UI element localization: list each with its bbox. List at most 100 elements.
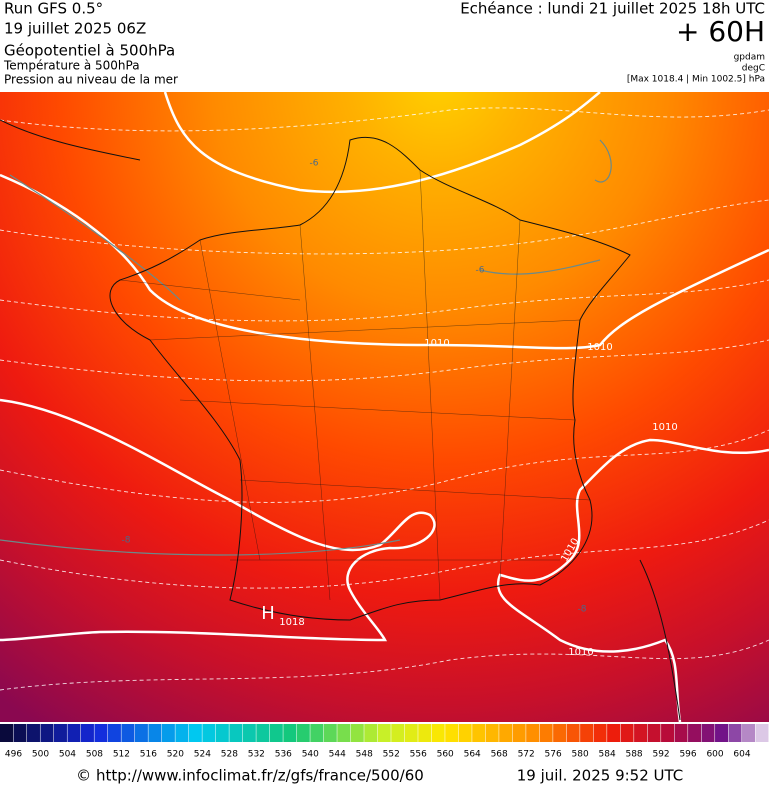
colorbar-label: 536	[275, 750, 292, 760]
map-label: 1010	[424, 338, 449, 349]
colorbar-label: 584	[599, 750, 616, 760]
map-label: 1010	[652, 422, 677, 433]
color-swatch	[229, 724, 243, 742]
color-swatch	[161, 724, 175, 742]
color-swatch	[485, 724, 499, 742]
color-swatch	[188, 724, 202, 742]
map-background	[0, 92, 769, 722]
colorbar-label: 600	[706, 750, 723, 760]
color-swatch	[661, 724, 675, 742]
color-swatch	[539, 724, 553, 742]
color-swatch	[40, 724, 54, 742]
color-swatch	[472, 724, 486, 742]
colorbar-label: 504	[59, 750, 76, 760]
color-swatch	[607, 724, 621, 742]
color-swatch	[175, 724, 189, 742]
color-swatch	[431, 724, 445, 742]
timestamp: 19 juil. 2025 9:52 UTC	[517, 767, 684, 785]
color-swatch	[458, 724, 472, 742]
colorbar-label: 568	[491, 750, 508, 760]
color-swatch	[634, 724, 648, 742]
echeance: Echéance : lundi 21 juillet 2025 18h UTC	[460, 0, 765, 18]
temperature-lines	[0, 139, 612, 556]
colorbar-label: 588	[625, 750, 642, 760]
coastline	[0, 119, 681, 721]
color-swatch	[755, 724, 769, 742]
map-label: -6	[310, 159, 319, 169]
unit: degC	[742, 64, 765, 74]
colorbar-label: 528	[221, 750, 238, 760]
colorbar-label: 524	[194, 750, 211, 760]
color-swatch	[499, 724, 513, 742]
color-swatch	[350, 724, 364, 742]
color-swatch	[728, 724, 742, 742]
color-swatch	[94, 724, 108, 742]
color-swatch	[215, 724, 229, 742]
source: © http://www.infoclimat.fr/z/gfs/france/…	[76, 767, 424, 785]
color-swatch	[256, 724, 270, 742]
map-label: 1010	[568, 647, 593, 658]
colorbar-label: 544	[329, 750, 346, 760]
colorbar-label: 512	[113, 750, 130, 760]
color-swatch	[620, 724, 634, 742]
map-label: 1018	[279, 617, 304, 628]
color-swatch	[580, 724, 594, 742]
color-swatch	[512, 724, 526, 742]
color-swatch	[283, 724, 297, 742]
map-label: 1010	[587, 342, 612, 353]
layer: Pression au niveau de la mer	[4, 73, 178, 87]
colorbar-label: 496	[5, 750, 22, 760]
colorbar-label: 564	[464, 750, 481, 760]
color-swatch	[647, 724, 661, 742]
color-swatch	[134, 724, 148, 742]
isobars	[0, 91, 769, 723]
layer: Géopotentiel à 500hPa	[4, 42, 175, 60]
colorbar-label: 592	[652, 750, 669, 760]
color-swatch	[688, 724, 702, 742]
colorbar-label: 500	[32, 750, 49, 760]
colorbar-label: 580	[572, 750, 589, 760]
color-swatch	[526, 724, 540, 742]
france-outline	[109, 136, 631, 621]
color-swatch	[553, 724, 567, 742]
departments	[119, 169, 591, 601]
map-label: -6	[476, 266, 485, 276]
color-swatch	[13, 724, 27, 742]
unit: gpdam	[734, 53, 765, 63]
color-swatch	[310, 724, 324, 742]
run: Run GFS 0.5°	[4, 0, 103, 18]
lead-time: + 60H	[676, 15, 765, 48]
color-swatch	[445, 724, 459, 742]
colorbar-label: 560	[437, 750, 454, 760]
color-swatch	[269, 724, 283, 742]
map-label: H	[261, 603, 275, 624]
color-swatch	[364, 724, 378, 742]
color-swatch	[377, 724, 391, 742]
colorbar: 496 500 504 508 512 516 520 524 528 532 536 540 544 5…	[0, 724, 769, 760]
color-swatch	[323, 724, 337, 742]
color-swatch	[566, 724, 580, 742]
colorbar-label: 540	[302, 750, 319, 760]
colorbar-label: 572	[518, 750, 535, 760]
color-swatch	[674, 724, 688, 742]
color-swatch	[26, 724, 40, 742]
map-label: -8	[578, 605, 587, 615]
color-swatch	[391, 724, 405, 742]
layer: Température à 500hPa	[3, 59, 140, 73]
color-swatch	[121, 724, 135, 742]
colorbar-label: 556	[410, 750, 427, 760]
color-swatch	[242, 724, 256, 742]
color-swatch	[337, 724, 351, 742]
map-label: -8	[122, 536, 131, 546]
color-swatch	[202, 724, 216, 742]
color-swatch	[742, 724, 756, 742]
colorbar-label: 532	[248, 750, 265, 760]
color-swatch	[80, 724, 94, 742]
color-swatch	[593, 724, 607, 742]
color-swatch	[67, 724, 81, 742]
colorbar-label: 508	[86, 750, 103, 760]
color-swatch	[148, 724, 162, 742]
color-swatch	[0, 724, 13, 742]
